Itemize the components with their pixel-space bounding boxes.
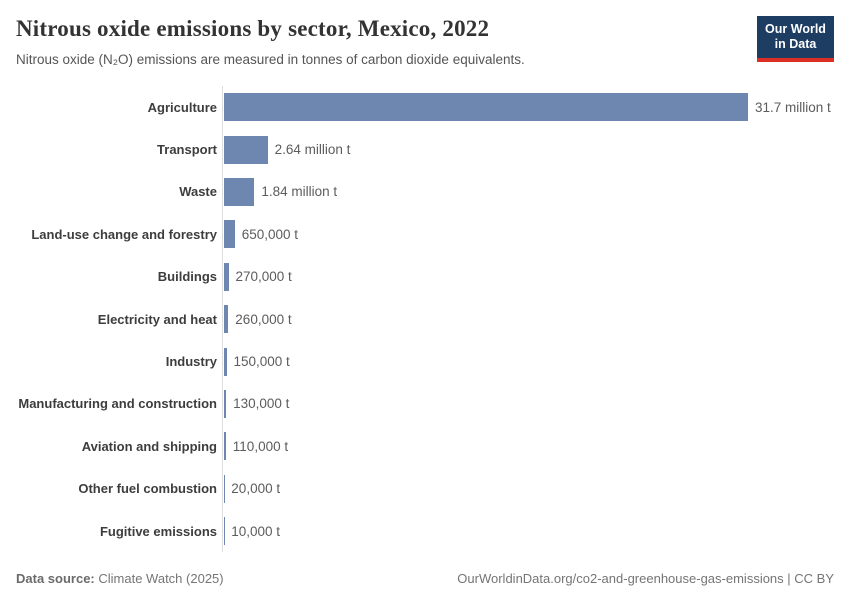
bar-area: 2.64 million t [222, 135, 850, 164]
bar-area: 10,000 t [222, 517, 850, 546]
data-source-value: Climate Watch (2025) [98, 571, 224, 586]
bar-row: Manufacturing and construction 130,000 t [0, 383, 850, 425]
value-label: 130,000 t [233, 396, 290, 412]
footer-credit-link[interactable]: OurWorldinData.org/co2-and-greenhouse-ga… [457, 571, 834, 586]
bar[interactable] [224, 177, 255, 206]
category-label: Manufacturing and construction [18, 396, 217, 412]
value-label: 110,000 t [232, 438, 289, 454]
value-label: 20,000 t [231, 481, 281, 497]
category-label: Agriculture [147, 99, 217, 115]
bar-area: 150,000 t [222, 347, 850, 376]
category-label: Electricity and heat [97, 311, 217, 327]
category-label: Transport [157, 142, 217, 158]
value-label: 150,000 t [233, 354, 290, 370]
bar[interactable] [224, 93, 748, 122]
bar-row: Agriculture 31.7 million t [0, 86, 850, 128]
data-source-label: Data source: [16, 571, 95, 586]
category-label: Other fuel combustion [78, 481, 217, 497]
chart-header: Nitrous oxide emissions by sector, Mexic… [0, 0, 850, 67]
bar-row: Electricity and heat 260,000 t [0, 298, 850, 340]
bar-rows: Agriculture 31.7 million t Transport 2.6… [0, 86, 850, 552]
bar-area: 31.7 million t [222, 93, 850, 122]
value-label: 31.7 million t [755, 99, 831, 115]
category-label: Aviation and shipping [81, 438, 217, 454]
bar-area: 1.84 million t [222, 177, 850, 206]
bar[interactable] [224, 347, 227, 376]
bar-row: Transport 2.64 million t [0, 128, 850, 170]
bar[interactable] [224, 432, 226, 461]
bar-area: 20,000 t [222, 474, 850, 503]
bar-area: 260,000 t [222, 305, 850, 334]
bar-row: Buildings 270,000 t [0, 256, 850, 298]
value-label: 270,000 t [235, 269, 292, 285]
bar-area: 270,000 t [222, 262, 850, 291]
value-label: 10,000 t [231, 523, 280, 539]
bar[interactable] [224, 262, 229, 291]
chart-title: Nitrous oxide emissions by sector, Mexic… [16, 16, 490, 41]
bar[interactable] [224, 389, 227, 418]
bar-area: 110,000 t [222, 432, 850, 461]
bar-row: Land-use change and forestry 650,000 t [0, 213, 850, 255]
category-label: Waste [179, 184, 217, 200]
bar-row: Waste 1.84 million t [0, 171, 850, 213]
value-label: 650,000 t [241, 226, 298, 242]
chart-subtitle: Nitrous oxide (N₂O) emissions are measur… [16, 52, 525, 67]
data-source: Data source: Climate Watch (2025) [16, 571, 224, 586]
bar[interactable] [224, 135, 268, 164]
owid-logo-line2: in Data [774, 37, 817, 51]
bar-chart: Agriculture 31.7 million t Transport 2.6… [0, 86, 850, 552]
value-label: 1.84 million t [261, 184, 338, 200]
value-label: 2.64 million t [274, 142, 351, 158]
bar-row: Aviation and shipping 110,000 t [0, 425, 850, 467]
bar[interactable] [224, 220, 235, 249]
owid-logo: Our World in Data [757, 16, 834, 62]
category-label: Industry [165, 354, 217, 370]
category-label: Buildings [157, 269, 217, 285]
chart-footer: Data source: Climate Watch (2025) OurWor… [0, 571, 850, 586]
bar-area: 130,000 t [222, 389, 850, 418]
bar-row: Other fuel combustion 20,000 t [0, 468, 850, 510]
bar-area: 650,000 t [222, 220, 850, 249]
y-axis-line [222, 86, 223, 552]
bar[interactable] [224, 305, 229, 334]
value-label: 260,000 t [235, 311, 292, 327]
category-label: Fugitive emissions [99, 523, 217, 539]
bar-row: Fugitive emissions 10,000 t [0, 510, 850, 552]
title-block: Nitrous oxide emissions by sector, Mexic… [16, 16, 525, 67]
owid-logo-line1: Our World [765, 22, 826, 36]
category-label: Land-use change and forestry [31, 226, 217, 242]
bar-row: Industry 150,000 t [0, 340, 850, 382]
